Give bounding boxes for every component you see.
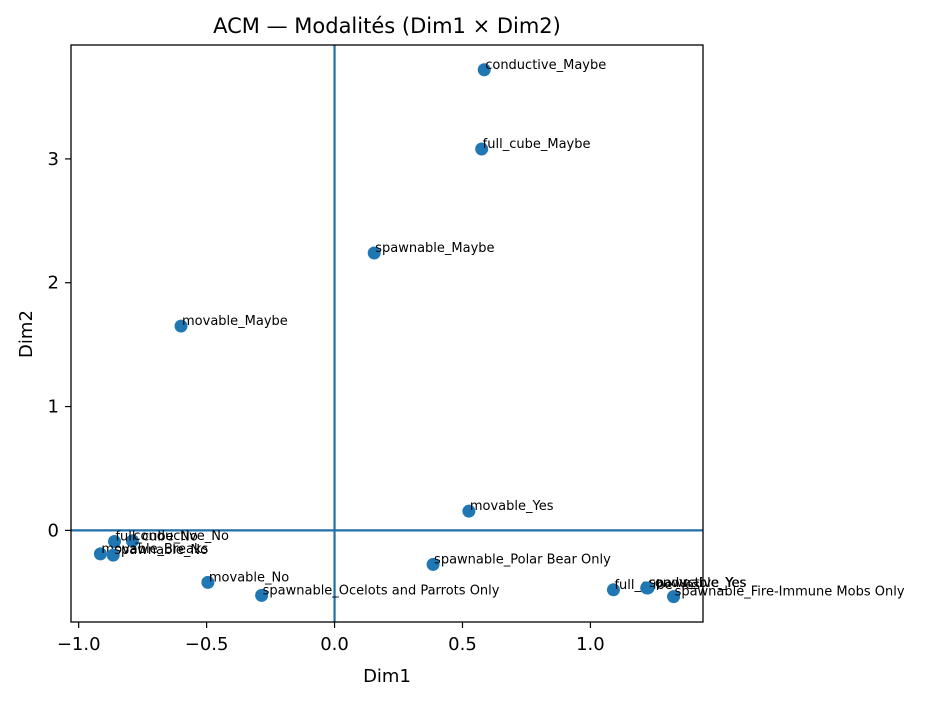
data-point (641, 581, 655, 595)
data-point-label: spawnable_Maybe (375, 241, 494, 256)
data-point-label: spawnable_Fire-Immune Mobs Only (675, 585, 905, 600)
data-point (93, 547, 107, 561)
data-point (174, 319, 188, 333)
data-point (667, 590, 681, 604)
data-point (106, 548, 120, 562)
x-tick-label: −1.0 (57, 634, 101, 655)
y-tick-label: 3 (48, 149, 59, 170)
data-point-label: full_cube_No (115, 530, 197, 545)
y-tick-label: 2 (48, 273, 59, 294)
data-point-label: full_cube_Maybe (483, 137, 591, 152)
y-axis-title: Dim2 (16, 310, 37, 358)
y-tick-label: 1 (48, 397, 59, 418)
y-tick-label: 0 (48, 520, 59, 541)
data-point-label: conductive_No (133, 529, 229, 544)
data-point-label: conductive_Maybe (485, 58, 606, 73)
data-point (255, 588, 269, 602)
data-point (477, 63, 491, 77)
data-point (462, 504, 476, 518)
x-tick-label: −0.5 (185, 634, 229, 655)
data-point (201, 575, 215, 589)
plot-frame (70, 44, 704, 623)
data-point-label: spawnable_No (114, 543, 208, 558)
data-point-label: movable_Breaks (101, 542, 208, 557)
data-point (475, 142, 489, 156)
chart-title: ACM — Modalités (Dim1 × Dim2) (213, 14, 561, 38)
plot-area: −1.0 −0.5 0.0 0.5 1.0 0 1 2 3 conductive_Maybeful… (48, 44, 905, 655)
data-point (107, 535, 121, 549)
x-axis-title: Dim1 (363, 666, 411, 687)
data-point (367, 246, 381, 260)
x-tick-label: 0.5 (448, 634, 477, 655)
data-point-label: full_cube_Yes (614, 578, 700, 593)
data-point-label: spawnable_Polar Bear Only (434, 552, 611, 567)
data-point-label: movable_Yes (470, 499, 554, 514)
data-point-label: conductive_Yes (648, 576, 747, 591)
data-point-label: spawnable_Ocelots and Parrots Only (263, 583, 500, 598)
data-point-label: movable_Maybe (182, 314, 288, 329)
x-tick-label: 1.0 (576, 634, 605, 655)
data-point (426, 557, 440, 571)
data-point-label: spawnable_Yes (649, 576, 746, 591)
x-tick-label: 0.0 (320, 634, 349, 655)
data-point (125, 534, 139, 548)
data-point-label: movable_No (209, 570, 289, 585)
data-point (606, 583, 620, 597)
